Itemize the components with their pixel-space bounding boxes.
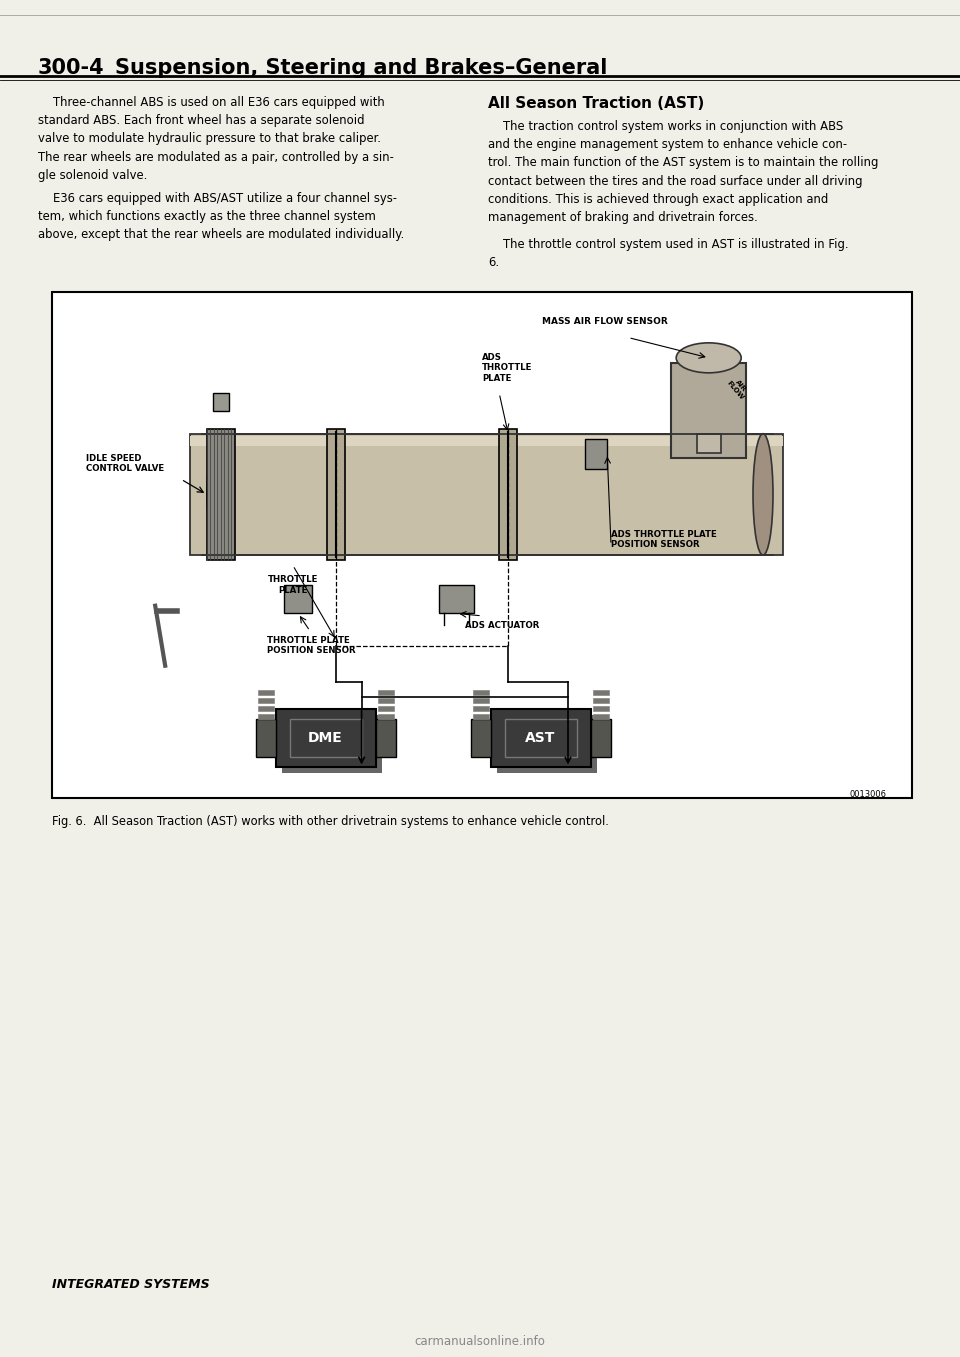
Text: ADS ACTUATOR: ADS ACTUATOR <box>465 622 540 630</box>
Bar <box>257 714 274 719</box>
Bar <box>472 699 489 703</box>
Text: carmanualsonline.info: carmanualsonline.info <box>415 1335 545 1348</box>
Bar <box>281 715 382 773</box>
Bar <box>276 710 375 768</box>
Bar <box>592 714 609 719</box>
Bar <box>284 585 312 613</box>
Text: THROTTLE PLATE
POSITION SENSOR: THROTTLE PLATE POSITION SENSOR <box>267 636 355 655</box>
Bar <box>491 710 590 768</box>
Bar <box>52 292 912 798</box>
Bar <box>257 691 274 695</box>
Bar <box>255 719 276 757</box>
Text: AIR
FLOW: AIR FLOW <box>726 375 751 400</box>
Text: MASS AIR FLOW SENSOR: MASS AIR FLOW SENSOR <box>542 318 668 326</box>
Bar <box>472 714 489 719</box>
Bar <box>496 715 596 773</box>
Text: AST: AST <box>525 731 556 745</box>
Text: 300-4: 300-4 <box>38 58 105 77</box>
Bar <box>671 362 746 457</box>
Bar <box>377 707 394 711</box>
Bar <box>586 438 608 468</box>
Text: ADS
THROTTLE
PLATE: ADS THROTTLE PLATE <box>482 353 533 383</box>
Text: ADS THROTTLE PLATE
POSITION SENSOR: ADS THROTTLE PLATE POSITION SENSOR <box>611 529 717 550</box>
Bar <box>206 429 235 560</box>
Text: Three-channel ABS is used on all E36 cars equipped with
standard ABS. Each front: Three-channel ABS is used on all E36 car… <box>38 96 394 182</box>
Bar <box>472 707 489 711</box>
Bar <box>290 719 362 757</box>
Bar <box>257 707 274 711</box>
Ellipse shape <box>676 343 741 373</box>
Bar <box>592 699 609 703</box>
Bar <box>590 719 611 757</box>
Text: Suspension, Steering and Brakes–General: Suspension, Steering and Brakes–General <box>115 58 608 77</box>
Text: IDLE SPEED
CONTROL VALVE: IDLE SPEED CONTROL VALVE <box>86 455 164 474</box>
Text: THROTTLE
PLATE: THROTTLE PLATE <box>268 575 318 594</box>
Text: E36 cars equipped with ABS/AST utilize a four channel sys-
tem, which functions : E36 cars equipped with ABS/AST utilize a… <box>38 191 404 242</box>
Bar <box>213 392 228 411</box>
Bar <box>257 699 274 703</box>
Bar <box>189 434 783 555</box>
Bar <box>375 719 396 757</box>
Text: All Season Traction (AST): All Season Traction (AST) <box>488 96 705 111</box>
Ellipse shape <box>753 434 773 555</box>
Text: DME: DME <box>308 731 343 745</box>
Bar <box>592 707 609 711</box>
Bar <box>505 719 577 757</box>
Bar <box>439 585 474 613</box>
Bar <box>697 434 721 453</box>
Bar <box>377 714 394 719</box>
Bar <box>189 436 783 445</box>
Bar <box>592 691 609 695</box>
Text: The traction control system works in conjunction with ABS
and the engine managem: The traction control system works in con… <box>488 119 878 224</box>
Bar <box>499 429 517 560</box>
Bar <box>327 429 346 560</box>
Bar <box>377 691 394 695</box>
Bar <box>377 699 394 703</box>
Text: 0013006: 0013006 <box>850 790 886 799</box>
Ellipse shape <box>207 434 232 555</box>
Text: The throttle control system used in AST is illustrated in Fig.
6.: The throttle control system used in AST … <box>488 237 849 269</box>
Text: INTEGRATED SYSTEMS: INTEGRATED SYSTEMS <box>52 1278 209 1291</box>
Bar <box>472 691 489 695</box>
Bar <box>470 719 491 757</box>
Text: Fig. 6.  All Season Traction (AST) works with other drivetrain systems to enhanc: Fig. 6. All Season Traction (AST) works … <box>52 816 609 828</box>
